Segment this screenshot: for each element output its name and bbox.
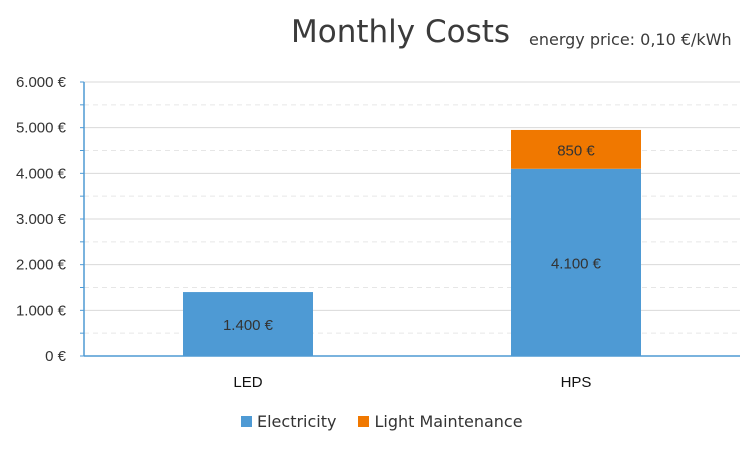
bar-electricity-hps	[511, 168, 641, 356]
legend-swatch-electricity	[241, 416, 252, 427]
data-label: 4.100 €	[551, 255, 602, 272]
bar-light-maintenance-hps	[511, 129, 641, 169]
y-tick-label: 3.000 €	[16, 211, 67, 228]
x-tick-label: LED	[233, 374, 262, 391]
y-tick-label: 5.000 €	[16, 120, 67, 137]
y-tick-label: 2.000 €	[16, 257, 67, 274]
legend-swatch-light-maintenance	[358, 416, 370, 427]
legend-item-light-maintenance: Light Maintenance	[358, 412, 523, 431]
y-tick-label: 6.000 €	[16, 74, 67, 91]
chart-subtitle: energy price: 0,10 €/kWh	[529, 30, 732, 49]
y-tick-label: 4.000 €	[16, 165, 67, 182]
legend-label-light-maintenance: Light Maintenance	[374, 412, 523, 431]
chart-title: Monthly Costs	[291, 14, 511, 50]
bar-electricity-led	[183, 292, 313, 356]
legend-label-electricity: Electricity	[257, 412, 337, 431]
data-label: 1.400 €	[223, 317, 274, 334]
y-tick-label: 1.000 €	[16, 302, 67, 319]
legend-item-electricity: Electricity	[241, 412, 336, 431]
data-label: 850 €	[557, 142, 595, 159]
y-tick-label: 0 €	[45, 348, 67, 365]
legend: Electricity Light Maintenance	[241, 412, 545, 431]
x-tick-label: HPS	[561, 374, 592, 391]
